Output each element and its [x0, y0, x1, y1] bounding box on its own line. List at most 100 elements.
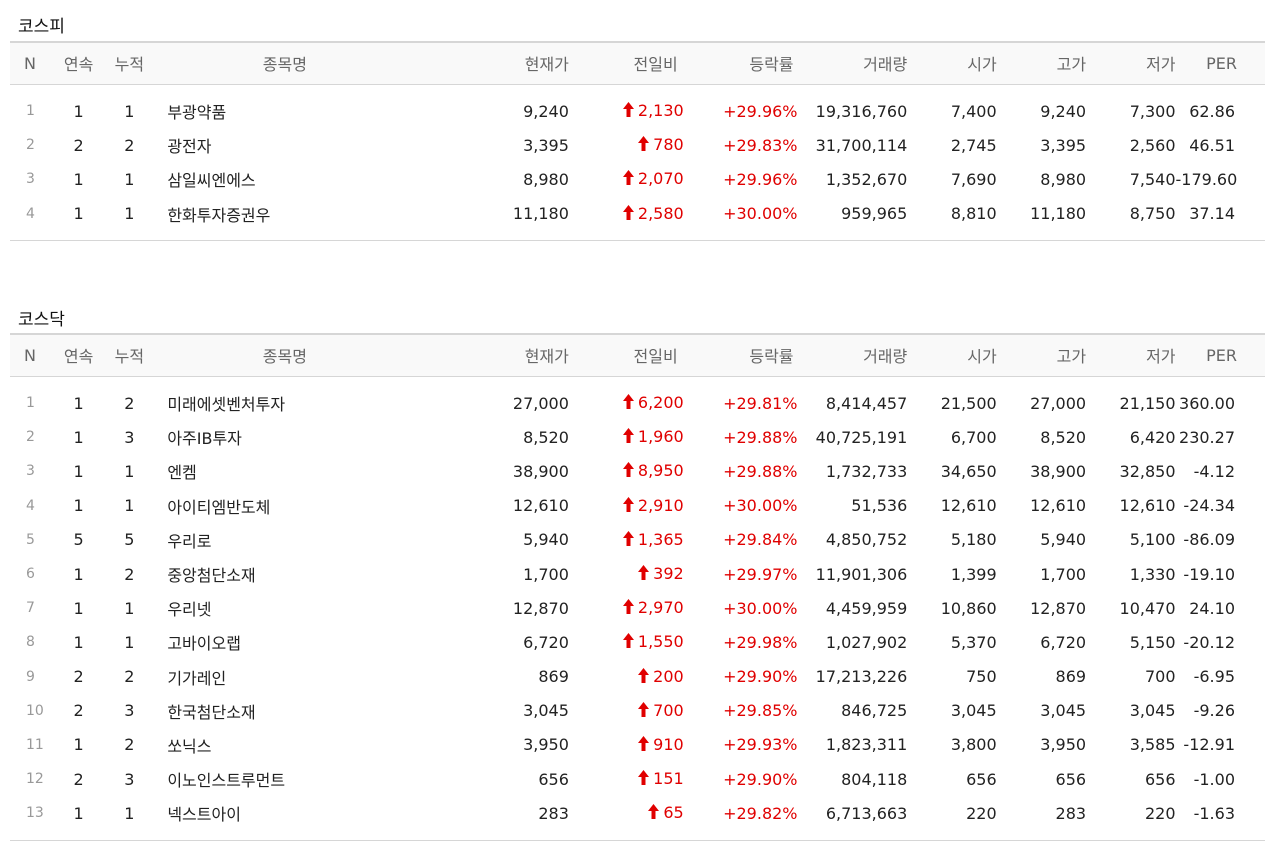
low-price: 7,300 — [1129, 101, 1176, 121]
stock-name-link[interactable]: 부광약품 — [167, 103, 227, 123]
table-row[interactable]: 3 1 1 삼일씨엔에스 8,980 2,070 +29.96% 1,352,670 7,690… — [10, 162, 1265, 196]
stock-name-link[interactable]: 엔켐 — [167, 463, 197, 483]
consecutive-count: 2 — [73, 701, 84, 721]
cumulative-count: 2 — [124, 667, 135, 687]
cumulative-count: 1 — [124, 496, 135, 516]
price-change: 2,580 — [569, 197, 684, 231]
table-row[interactable]: 9 2 2 기가레인 869 200 +29.90% 17,213,226 750 869 700-… — [10, 660, 1265, 694]
spacer-cell — [10, 830, 1265, 840]
stock-name-link[interactable]: 삼일씨엔에스 — [167, 171, 256, 191]
header-change-rate: 등락률 — [749, 55, 794, 75]
change-rate: +29.96% — [723, 169, 798, 189]
stock-name-link[interactable]: 우리넷 — [167, 600, 212, 620]
stock-name-link[interactable]: 한화투자증권우 — [167, 205, 271, 225]
volume: 1,732,733 — [825, 461, 908, 481]
price-change: 700 — [569, 694, 684, 728]
cumulative-count: 1 — [124, 632, 135, 652]
volume: 804,118 — [841, 769, 908, 789]
table-row[interactable]: 6 1 2 중앙첨단소재 1,700 392 +29.97% 11,901,306 1,399 1… — [10, 557, 1265, 591]
price-change-value: 1,365 — [637, 529, 684, 549]
table-row[interactable]: 13 1 1 넥스트아이 283 65 +29.82% 6,713,663 220 283 220-… — [10, 796, 1265, 830]
current-price: 3,395 — [523, 135, 569, 155]
per-value: -9.26 — [1193, 701, 1235, 721]
table-row[interactable]: 8 1 1 고바이오랩 6,720 1,550 +29.98% 1,027,902 5,370 6… — [10, 625, 1265, 659]
current-price: 27,000 — [512, 393, 569, 413]
cumulative-count: 1 — [124, 169, 135, 189]
stock-name-link[interactable]: 우리로 — [167, 531, 212, 551]
up-arrow-icon — [648, 804, 660, 823]
header-high: 고가 — [1056, 347, 1087, 367]
volume: 31,700,114 — [815, 135, 908, 155]
header-stock-name: 종목명 — [262, 55, 307, 75]
header-cumulative: 누적 — [114, 347, 145, 367]
up-arrow-icon — [638, 136, 650, 155]
cumulative-count: 3 — [124, 701, 135, 721]
price-change: 910 — [569, 728, 684, 762]
row-number: 5 — [26, 531, 35, 548]
stock-name-link[interactable]: 고바이오랩 — [167, 634, 241, 654]
row-number: 3 — [26, 463, 35, 480]
low-price: 220 — [1144, 803, 1176, 823]
table-row[interactable]: 3 1 1 엔켐 38,900 8,950 +29.88% 1,732,733 34,650 38… — [10, 454, 1265, 488]
spacer-cell — [10, 84, 1265, 94]
cumulative-count: 5 — [124, 530, 135, 550]
stock-name-link[interactable]: 미래에셋벤처투자 — [167, 395, 286, 415]
open-price: 220 — [966, 803, 997, 823]
volume: 959,965 — [841, 204, 908, 224]
price-change: 2,130 — [569, 94, 684, 128]
table-row[interactable]: 2 1 3 아주IB투자 8,520 1,960 +29.88% 40,725,191 6,70… — [10, 420, 1265, 454]
change-rate: +29.96% — [723, 101, 798, 121]
volume: 4,459,959 — [825, 598, 908, 618]
table-row[interactable]: 4 1 1 한화투자증권우 11,180 2,580 +30.00% 959,965 8,810… — [10, 197, 1265, 231]
consecutive-count: 2 — [73, 769, 84, 789]
stock-name-link[interactable]: 광전자 — [167, 137, 212, 157]
table-row[interactable]: 4 1 1 아이티엠반도체 12,610 2,910 +30.00% 51,536 12,610… — [10, 489, 1265, 523]
stock-name-link[interactable]: 넥스트아이 — [167, 805, 241, 825]
table-row[interactable]: 5 5 5 우리로 5,940 1,365 +29.84% 4,850,752 5,180 5,9… — [10, 523, 1265, 557]
price-change: 1,960 — [569, 420, 684, 454]
stock-name-link[interactable]: 아이티엠반도체 — [167, 497, 271, 517]
table-row[interactable]: 10 2 3 한국첨단소재 3,045 700 +29.85% 846,725 3,045 3,0… — [10, 694, 1265, 728]
stock-name-link[interactable]: 아주IB투자 — [167, 429, 242, 449]
stock-name-link[interactable]: 쏘닉스 — [167, 736, 212, 756]
price-change: 392 — [569, 557, 684, 591]
high-price: 1,700 — [1040, 564, 1087, 584]
header-consecutive: 연속 — [63, 55, 94, 75]
high-price: 3,045 — [1040, 701, 1087, 721]
cumulative-count: 1 — [124, 204, 135, 224]
low-price: 8,750 — [1129, 204, 1176, 224]
table-row[interactable]: 1 1 1 부광약품 9,240 2,130 +29.96% 19,316,760 7,400 9… — [10, 94, 1265, 128]
open-price: 7,400 — [950, 101, 997, 121]
header-cumulative: 누적 — [114, 55, 145, 75]
stock-name-link[interactable]: 중앙첨단소재 — [167, 566, 256, 586]
table-row[interactable]: 12 2 3 이노인스트루먼트 656 151 +29.90% 804,118 656 656 65… — [10, 762, 1265, 796]
up-arrow-icon — [622, 170, 634, 189]
price-change-value: 2,910 — [637, 495, 684, 515]
open-price: 750 — [966, 667, 997, 687]
change-rate: +29.82% — [723, 803, 798, 823]
open-price: 2,745 — [950, 135, 997, 155]
table-row[interactable]: 7 1 1 우리넷 12,870 2,970 +30.00% 4,459,959 10,860 1… — [10, 591, 1265, 625]
current-price: 11,180 — [512, 204, 569, 224]
current-price: 8,520 — [523, 427, 569, 447]
stock-name-link[interactable]: 이노인스트루먼트 — [167, 771, 286, 791]
volume: 846,725 — [841, 701, 908, 721]
section-title-kosdaq: 코스닥 — [18, 310, 65, 330]
row-number: 7 — [26, 600, 35, 617]
open-price: 3,800 — [950, 735, 997, 755]
per-value: 46.51 — [1189, 135, 1235, 155]
high-price: 3,950 — [1040, 735, 1087, 755]
table-row[interactable]: 11 1 2 쏘닉스 3,950 910 +29.93% 1,823,311 3,800 3,95… — [10, 728, 1265, 762]
high-price: 8,980 — [1040, 169, 1087, 189]
open-price: 34,650 — [940, 461, 997, 481]
stock-name-link[interactable]: 한국첨단소재 — [167, 702, 256, 722]
table-row[interactable]: 1 1 2 미래에셋벤처투자 27,000 6,200 +29.81% 8,414,457 21… — [10, 386, 1265, 420]
change-rate: +29.98% — [723, 632, 798, 652]
per-value: -12.91 — [1183, 735, 1235, 755]
consecutive-count: 1 — [73, 461, 84, 481]
high-price: 12,610 — [1030, 496, 1087, 516]
row-number: 6 — [26, 566, 35, 583]
low-price: 656 — [1144, 769, 1176, 789]
table-row[interactable]: 2 2 2 광전자 3,395 780 +29.83% 31,700,114 2,745 3,39… — [10, 128, 1265, 162]
stock-name-link[interactable]: 기가레인 — [167, 668, 227, 688]
